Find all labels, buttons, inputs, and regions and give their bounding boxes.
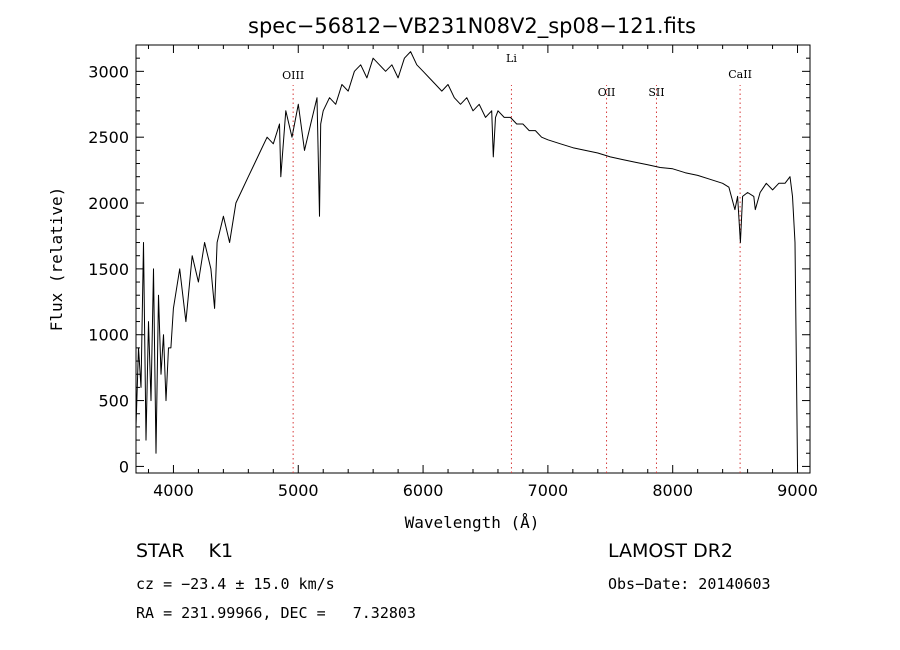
y-tick-label: 2000 [88,194,129,213]
spectral-line-label: Li [506,52,517,65]
star-class-label: STAR K1 [136,540,234,562]
x-tick-label: 5000 [278,481,319,500]
x-tick-label: 7000 [528,481,569,500]
x-tick-label: 8000 [652,481,693,500]
plot-frame [135,44,811,474]
spectral-lines: OIII Li OII SII CaII [282,52,752,473]
redshift-label: cz = −23.4 ± 15.0 km/s [136,575,335,593]
x-tick-label: 6000 [403,481,444,500]
spectral-line-label: SII [648,86,664,99]
y-tick-label: 2500 [88,128,129,147]
x-tick-label: 4000 [153,481,194,500]
spectral-line-label: OIII [282,69,304,82]
y-tick-label: 500 [98,392,129,411]
x-tick-label: 9000 [777,481,818,500]
y-tick-label: 1000 [88,326,129,345]
y-tick-label: 1500 [88,260,129,279]
y-tick-label: 0 [119,457,129,476]
spectral-line-label: OII [598,86,616,99]
x-axis-label: Wavelength (Å) [405,513,540,532]
coordinates-label: RA = 231.99966, DEC = 7.32803 [136,604,416,622]
y-tick-label: 3000 [88,62,129,81]
y-axis-label: Flux (relative) [47,187,66,332]
survey-label: LAMOST DR2 [608,540,733,562]
flux-series-line [135,51,798,467]
spectral-line-label: CaII [728,68,752,81]
axis-ticks: 4000 5000 6000 7000 8000 9000 0 500 1000 1500 2000… [88,45,818,500]
obs-date-label: Obs−Date: 20140603 [608,575,771,593]
chart-title: spec−56812−VB231N08V2_sp08−121.fits [248,14,696,39]
